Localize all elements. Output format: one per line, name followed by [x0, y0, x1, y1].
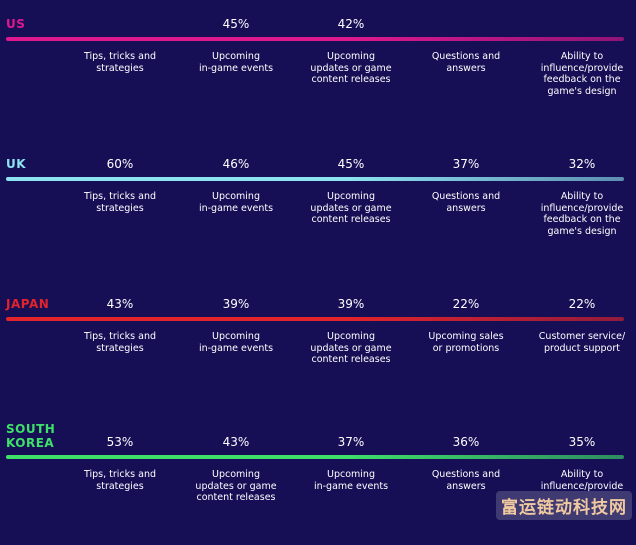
country-bar: [6, 37, 624, 41]
category-label: Questions and answers: [431, 51, 501, 74]
category-label: Upcoming updates or game content release…: [195, 469, 277, 503]
category-label: Upcoming updates or game content release…: [310, 51, 392, 85]
percentage-value: 37%: [452, 157, 480, 171]
country-panel: US 45% 42% Tips, tricks and strategies Upcom…: [0, 15, 636, 135]
percentage-value: 45%: [222, 17, 250, 31]
category-label: Questions and answers: [431, 469, 501, 492]
category-label: Upcoming in-game events: [198, 191, 274, 214]
country-label: JAPAN: [6, 297, 50, 311]
category-label: Ability to influence/provide feedback on…: [540, 51, 624, 97]
category-label: Upcoming sales or promotions: [428, 331, 504, 354]
country-label: SOUTH KOREA: [6, 422, 56, 450]
country-panel: UK 60% 46% 45% 37% 32% Tips, tricks and strate…: [0, 155, 636, 275]
category-label: Upcoming updates or game content release…: [310, 191, 392, 225]
category-label: Upcoming in-game events: [198, 331, 274, 354]
percentage-value: 35%: [568, 435, 596, 449]
percentage-value: 46%: [222, 157, 250, 171]
category-label: Tips, tricks and strategies: [83, 469, 156, 492]
category-label: Upcoming in-game events: [198, 51, 274, 74]
percentage-value: 39%: [222, 297, 250, 311]
country-bar: [6, 455, 624, 459]
percentage-value: 53%: [106, 435, 134, 449]
percentage-value: 42%: [337, 17, 365, 31]
percentage-value: 45%: [337, 157, 365, 171]
category-label: Upcoming updates or game content release…: [310, 331, 392, 365]
percentage-value: 43%: [106, 297, 134, 311]
category-label: Upcoming in-game events: [313, 469, 389, 492]
percentage-value: 36%: [452, 435, 480, 449]
category-label: Ability to influence/provide feedback on…: [540, 191, 624, 237]
category-label: Tips, tricks and strategies: [83, 191, 156, 214]
percentage-value: 32%: [568, 157, 596, 171]
percentage-value: 39%: [337, 297, 365, 311]
category-label: Customer service/ product support: [538, 331, 626, 354]
category-label: Questions and answers: [431, 191, 501, 214]
country-bar: [6, 317, 624, 321]
percentage-value: 60%: [106, 157, 134, 171]
country-label: US: [6, 17, 26, 31]
percentage-value: 43%: [222, 435, 250, 449]
category-label: Tips, tricks and strategies: [83, 51, 156, 74]
percentage-value: 22%: [568, 297, 596, 311]
watermark-logo: 富运链动科技网: [496, 491, 632, 520]
category-label: Tips, tricks and strategies: [83, 331, 156, 354]
country-panel: SOUTH KOREA 53% 43% 37% 36% 35% Tips, tricks a…: [0, 422, 636, 545]
percentage-value: 22%: [452, 297, 480, 311]
category-label: Ability to influence/provide: [540, 469, 624, 492]
country-bar: [6, 177, 624, 181]
country-label: UK: [6, 157, 27, 171]
country-panel: JAPAN 43% 39% 39% 22% 22% Tips, tricks and str…: [0, 295, 636, 415]
percentage-value: 37%: [337, 435, 365, 449]
